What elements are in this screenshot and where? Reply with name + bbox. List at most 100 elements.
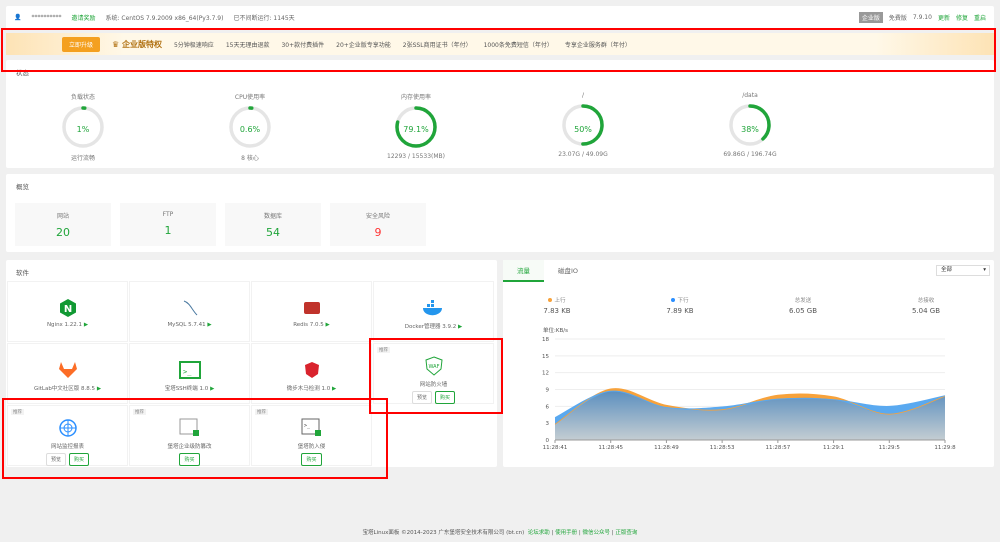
card-label: 网站 — [56, 213, 69, 220]
gauge-4[interactable]: /data 38% 69.86G / 196.74G — [710, 92, 790, 158]
recommend-tag: 推荐 — [133, 409, 146, 415]
play-icon: ▶ — [325, 322, 330, 328]
series-line-1 — [554, 390, 946, 418]
gauge-value: 1% — [76, 125, 90, 134]
y-tick-label: 9 — [546, 388, 550, 394]
software-item[interactable]: MySQL 5.7.41 ▶ — [129, 281, 250, 342]
footer-link-manual[interactable]: 使用手册 — [555, 530, 578, 536]
overview-card[interactable]: 数据库 54 — [225, 203, 321, 246]
svg-text:>_: >_ — [304, 423, 311, 429]
legend-dot — [548, 298, 553, 302]
gauge-label: / — [581, 92, 585, 99]
x-tick-label: 11:29:5 — [879, 445, 901, 451]
footer-link-forum[interactable]: 论坛求助 — [527, 530, 550, 536]
overview-card[interactable]: 安全风险 9 — [330, 203, 426, 246]
stat-value: 7.83 KB — [543, 307, 571, 315]
software-name: 微步木马检测 1.0 ▶ — [286, 386, 337, 392]
shield-icon — [252, 358, 371, 382]
buy-button[interactable]: 购买 — [69, 453, 90, 466]
x-tick-label: 11:28:45 — [598, 445, 623, 451]
buy-button[interactable]: 购买 — [435, 391, 456, 404]
gauge-value: 50% — [574, 125, 592, 134]
overview-title: 概览 — [16, 183, 29, 191]
stat-value: 5.04 GB — [911, 307, 941, 315]
footer-link-wechat[interactable]: 微信公众号 — [582, 530, 611, 536]
footer: 宝塔Linux面板 ©2014-2023 广东堡塔安全技术有限公司 (bt.cn… — [362, 530, 638, 536]
tab-disk-io[interactable]: 磁盘IO — [558, 267, 579, 275]
software-title: 软件 — [16, 269, 29, 277]
software-item[interactable]: >_ 宝塔SSH终端 1.0 ▶ — [129, 343, 250, 404]
svg-text:>_: >_ — [183, 368, 192, 376]
software-item[interactable]: Redis 7.0.5 ▶ — [251, 281, 372, 342]
software-name: 网站防火墙 — [419, 382, 448, 388]
card-value: 54 — [266, 226, 280, 239]
gauge-value: 38% — [741, 125, 759, 134]
gauge-sub: 8 核心 — [241, 155, 259, 162]
gauge-ring — [62, 106, 104, 148]
preview-button[interactable]: 预览 — [411, 391, 432, 404]
footer-link-verify[interactable]: 正版查询 — [615, 530, 638, 536]
status-panel: 状态 负载状态 1% 运行流畅 CPU使用率 0.6% 8 核心 内存使用率 79.… — [6, 60, 994, 168]
software-name: MySQL 5.7.41 ▶ — [167, 322, 212, 328]
edition-badge[interactable]: 企业版 — [858, 12, 883, 23]
overlap-area — [555, 390, 945, 440]
stat-label: 总发送 — [794, 298, 812, 304]
interface-select[interactable]: 全部 ▾ — [936, 265, 990, 276]
gauge-0[interactable]: 负载状态 1% 运行流畅 — [43, 92, 123, 162]
play-icon: ▶ — [210, 386, 215, 392]
software-item[interactable]: 推荐 >_ 堡塔防入侵 购买 — [251, 405, 372, 466]
software-item[interactable]: 微步木马检测 1.0 ▶ — [251, 343, 372, 404]
software-item[interactable]: Docker管理器 3.9.2 ▶ — [373, 281, 494, 342]
gauge-2[interactable]: 内存使用率 79.1% 12293 / 15533(MB) — [376, 92, 456, 160]
mysql-icon — [130, 296, 249, 320]
restart-link[interactable]: 重启 — [973, 15, 986, 22]
repair-link[interactable]: 修复 — [955, 15, 968, 22]
free-label: 免費版 — [888, 15, 907, 22]
intrusion-icon: >_ — [252, 416, 371, 440]
buy-button[interactable]: 购买 — [301, 453, 322, 466]
stat-label: 下行 — [677, 298, 689, 304]
chevron-down-icon: ▾ — [983, 267, 986, 273]
gauge-3[interactable]: / 50% 23.07G / 49.09G — [543, 92, 623, 158]
highlight-box — [369, 338, 503, 414]
x-tick-label: 11:28:41 — [543, 445, 568, 451]
version: 7.9.10 — [912, 14, 932, 21]
redis-icon — [252, 296, 371, 320]
software-item[interactable]: 推荐 WAF 网站防火墙 预览 购买 — [373, 343, 494, 404]
card-label: FTP — [162, 211, 174, 218]
gitlab-icon — [8, 358, 127, 382]
preview-button[interactable]: 预览 — [45, 453, 66, 466]
gauge-value: 79.1% — [403, 125, 429, 134]
privilege-2: 15天无理由退款 — [225, 41, 270, 49]
x-tick-label: 11:28:53 — [710, 445, 735, 451]
gauge-1[interactable]: CPU使用率 0.6% 8 核心 — [210, 92, 290, 162]
gauge-ring — [562, 104, 604, 146]
software-item[interactable]: N Nginx 1.22.1 ▶ — [7, 281, 128, 342]
gauge-sub: 12293 / 15533(MB) — [387, 153, 445, 160]
upgrade-button[interactable]: 立即升级 — [62, 36, 101, 52]
invite-link[interactable]: 邀请奖励 — [71, 15, 96, 22]
gauge-sub: 69.86G / 196.74G — [723, 151, 777, 158]
docker-icon — [374, 296, 493, 320]
software-item[interactable]: 推荐 堡塔企业级防篡改 购买 — [129, 405, 250, 466]
software-item[interactable]: GitLab中文社区版 8.8.5 ▶ — [7, 343, 128, 404]
tab-traffic[interactable]: 流量 — [503, 260, 544, 282]
tamper-icon — [130, 416, 249, 440]
overview-card[interactable]: 网站 20 — [15, 203, 111, 246]
y-tick-label: 12 — [542, 371, 549, 377]
buy-button[interactable]: 购买 — [179, 453, 200, 466]
gauge-ring — [729, 104, 771, 146]
update-link[interactable]: 更新 — [937, 15, 950, 22]
software-item[interactable]: 推荐 网站监控报表 预览 购买 — [7, 405, 128, 466]
privilege-3: 30+款付费插件 — [281, 41, 325, 49]
username: ********** — [31, 14, 62, 21]
legend-dot — [671, 298, 676, 302]
copyright: 宝塔Linux面板 ©2014-2023 广东堡塔安全技术有限公司 (bt.cn… — [362, 530, 525, 536]
gauge-ring — [395, 106, 437, 148]
y-axis-label: 单位:KB/s — [543, 326, 568, 334]
play-icon: ▶ — [458, 324, 463, 330]
overview-card[interactable]: FTP 1 — [120, 203, 216, 246]
gauge-label: CPU使用率 — [234, 94, 266, 101]
play-icon: ▶ — [207, 322, 212, 328]
y-tick-label: 18 — [542, 337, 549, 343]
